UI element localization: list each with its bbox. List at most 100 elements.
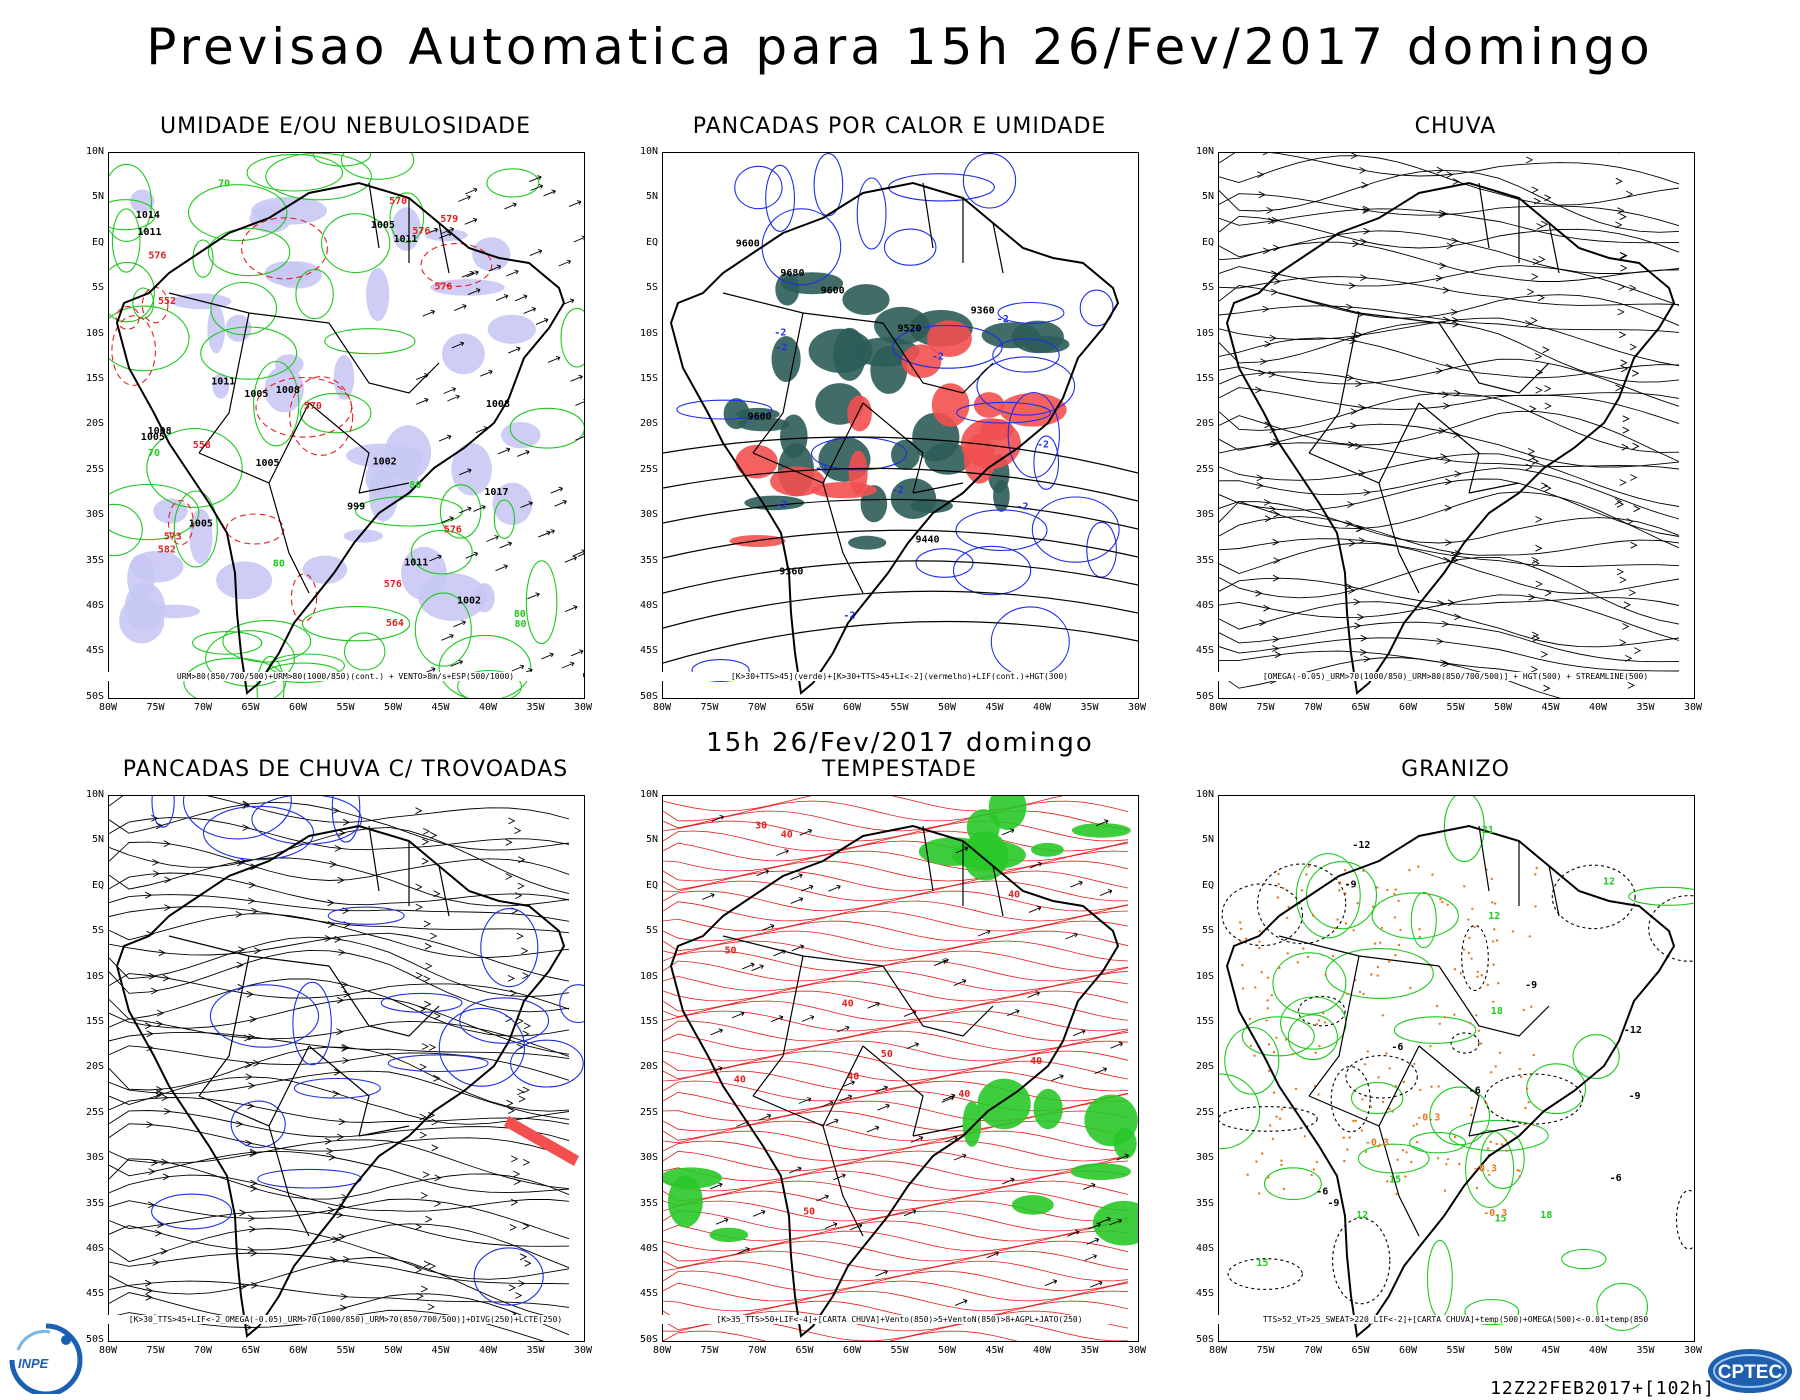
forecast-time-subtitle: 15h 26/Fev/2017 domingo [706, 728, 1094, 758]
hail-dot [1453, 1135, 1457, 1139]
longitude-label: 75W [700, 702, 719, 713]
streamline-arrow [1354, 622, 1362, 630]
contour-label: 40 [781, 829, 793, 840]
streamline [1219, 215, 1680, 253]
hail-dot [1266, 1007, 1269, 1010]
contour-label: 1005 [189, 519, 213, 530]
streamline-arrow [430, 831, 438, 839]
contour-line [1450, 1032, 1480, 1054]
streamline-arrow [164, 904, 172, 912]
latitude-label: 25S [639, 1106, 658, 1118]
wind-arrow [520, 501, 533, 509]
streamline-arrow [342, 818, 351, 826]
streamline [109, 1210, 570, 1247]
country-border [882, 322, 994, 394]
contour-line [1224, 1026, 1280, 1095]
latitude-label: 35S [85, 1197, 104, 1209]
streamline-arrow [343, 990, 351, 998]
latitude-label: EQ [1201, 236, 1214, 248]
streamline-arrow [1363, 489, 1371, 496]
streamline-arrow [1450, 308, 1459, 316]
country-border [822, 1125, 864, 1237]
contour-line [559, 984, 584, 1024]
country-border [368, 825, 380, 892]
hail-dot [1255, 1160, 1258, 1163]
streamline-arrow [239, 1283, 247, 1290]
country-border [268, 482, 310, 594]
streamline [1219, 501, 1680, 544]
streamline-arrow [1273, 557, 1281, 565]
contour-label: 552 [158, 296, 176, 307]
streamline-arrow [1454, 389, 1462, 397]
streamline-arrow [1348, 282, 1357, 290]
streamline [1219, 317, 1680, 367]
streamline-arrow [336, 996, 345, 1004]
panel-title: TEMPESTADE [821, 757, 978, 782]
hail-dot [1511, 930, 1515, 933]
wind-arrow [570, 649, 584, 657]
contour-label: 15 [1256, 1258, 1268, 1269]
humidity-area [119, 597, 165, 644]
streamline-arrow [1529, 405, 1537, 413]
instability-area [770, 466, 825, 497]
streamline-arrow [419, 1063, 427, 1071]
wind-arrow [447, 394, 460, 402]
hail-dot [1386, 1180, 1389, 1183]
latitude-label: 5S [91, 925, 104, 937]
streamline-arrow [339, 1304, 348, 1312]
wind-arrow [459, 506, 472, 514]
streamline [1219, 491, 1680, 549]
wind-arrow [824, 1222, 838, 1230]
contour-line [241, 217, 328, 280]
wind-arrow [453, 620, 466, 628]
hail-dot [1534, 905, 1537, 908]
contour-line [343, 632, 386, 671]
contour-label: 80 [409, 480, 421, 491]
streamline-arrow [154, 1229, 163, 1237]
streamline-arrow [522, 1030, 530, 1038]
wind-arrow [933, 959, 947, 967]
hail-dot [1408, 868, 1411, 872]
hail-dot [1417, 865, 1420, 868]
contour-label: 21 [1482, 825, 1494, 836]
coastline [115, 824, 566, 1338]
country-border [1468, 1125, 1520, 1137]
wind-arrow [425, 227, 439, 235]
streamline-arrow [1619, 576, 1627, 584]
contour-label: 12 [1356, 1210, 1368, 1221]
streamline-arrow [336, 1211, 344, 1219]
hail-dot [1396, 1158, 1399, 1161]
streamline [1219, 241, 1680, 282]
hail-dot [1333, 927, 1337, 930]
hail-dot [1386, 888, 1389, 892]
contour-label: 70 [148, 448, 160, 459]
contour-label: -9 [1345, 880, 1357, 891]
contour-line [1561, 1248, 1607, 1270]
hail-dot [1303, 1135, 1307, 1138]
streamline-arrow [1620, 252, 1628, 260]
hail-dot [1388, 960, 1391, 963]
streamline-arrow [246, 990, 254, 998]
contour-label: 1005 [141, 432, 165, 443]
wind-isotach [663, 1200, 1129, 1222]
contour-label: -0.3 [1365, 1137, 1389, 1148]
streamline [109, 801, 570, 851]
streamline-arrow [155, 1020, 163, 1028]
wind-arrow [877, 1103, 890, 1111]
hail-dot [1276, 896, 1280, 899]
latitude-label: 10S [639, 327, 658, 339]
streamline-arrow [522, 1158, 531, 1166]
latitude-label: 20S [85, 418, 104, 430]
hail-dot [1475, 1186, 1479, 1190]
hail-dot [1307, 865, 1310, 868]
streamline-arrow [148, 1168, 156, 1176]
inpe-logo-text: INPE [18, 1356, 49, 1371]
hail-dot [1471, 907, 1474, 910]
wind-arrow [820, 1100, 834, 1108]
contour-line [1297, 995, 1346, 1027]
streamline-arrow [156, 1009, 165, 1017]
hail-dot [1296, 961, 1299, 964]
hail-dot [1475, 1014, 1478, 1017]
hail-dot [1244, 937, 1248, 940]
wind-arrow [866, 1125, 880, 1133]
